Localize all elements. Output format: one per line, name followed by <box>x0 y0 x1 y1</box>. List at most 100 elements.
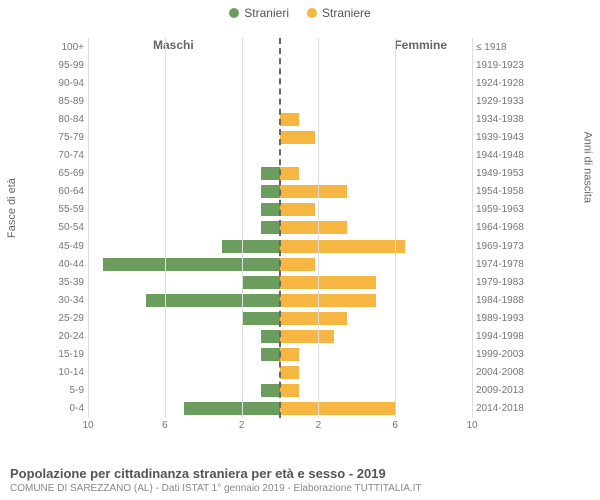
chart-row: 100+≤ 1918 <box>48 38 532 56</box>
y-axis-label-right: Anni di nascita <box>582 131 594 203</box>
age-label: 0-4 <box>48 403 88 414</box>
bar-female <box>280 240 405 253</box>
bar-pair <box>88 346 472 364</box>
chart-row: 45-491969-1973 <box>48 237 532 255</box>
bar-pair <box>88 364 472 382</box>
chart-row: 20-24 1994-1998 <box>48 328 532 346</box>
bar-female <box>280 366 299 379</box>
bar-female <box>280 330 334 343</box>
age-label: 40-44 <box>48 259 88 270</box>
chart-title: Popolazione per cittadinanza straniera p… <box>10 466 590 481</box>
bar-female <box>280 384 299 397</box>
bar-male <box>103 258 280 271</box>
swatch-female <box>307 8 317 18</box>
bar-male <box>261 221 280 234</box>
birth-label: 1949-1953 <box>472 168 532 179</box>
bar-pair <box>88 201 472 219</box>
age-label: 85-89 <box>48 96 88 107</box>
birth-label: 1999-2003 <box>472 349 532 360</box>
age-label: 30-34 <box>48 295 88 306</box>
bar-female <box>280 131 315 144</box>
x-tick: 2 <box>316 420 322 431</box>
age-label: 80-84 <box>48 114 88 125</box>
legend-label-female: Straniere <box>322 6 371 20</box>
chart-row: 70-741944-1948 <box>48 147 532 165</box>
chart-row: 60-64 1954-1958 <box>48 183 532 201</box>
bar-male <box>261 330 280 343</box>
birth-label: 1934-1938 <box>472 114 532 125</box>
chart-row: 80-84 1934-1938 <box>48 110 532 128</box>
bar-pair <box>88 92 472 110</box>
birth-label: 2009-2013 <box>472 385 532 396</box>
bar-male <box>184 402 280 415</box>
birth-label: 1969-1973 <box>472 241 532 252</box>
birth-label: 1964-1968 <box>472 222 532 233</box>
birth-label: 1924-1928 <box>472 78 532 89</box>
bar-pair <box>88 38 472 56</box>
bar-male <box>261 203 280 216</box>
age-label: 75-79 <box>48 132 88 143</box>
chart-row: 5-9 2009-2013 <box>48 382 532 400</box>
bar-female <box>280 276 376 289</box>
chart-row: 25-291989-1993 <box>48 309 532 327</box>
bar-pair <box>88 382 472 400</box>
chart-row: 75-79 1939-1943 <box>48 128 532 146</box>
age-label: 100+ <box>48 42 88 53</box>
chart-subtitle: COMUNE DI SAREZZANO (AL) - Dati ISTAT 1°… <box>10 483 590 494</box>
legend-label-male: Stranieri <box>244 6 289 20</box>
bar-male <box>261 167 280 180</box>
birth-label: 1954-1958 <box>472 186 532 197</box>
bar-male <box>261 384 280 397</box>
bar-pair <box>88 255 472 273</box>
bar-pair <box>88 183 472 201</box>
chart-row: 35-39 1979-1983 <box>48 273 532 291</box>
bar-pair <box>88 165 472 183</box>
plot-area: 100+≤ 191895-991919-1923 90-94 1924-1928 85… <box>48 38 532 418</box>
bar-pair <box>88 328 472 346</box>
chart-row: 15-191999-2003 <box>48 346 532 364</box>
swatch-male <box>229 8 239 18</box>
age-label: 65-69 <box>48 168 88 179</box>
age-label: 90-94 <box>48 78 88 89</box>
birth-label: 1939-1943 <box>472 132 532 143</box>
birth-label: 1919-1923 <box>472 60 532 71</box>
x-tick: 6 <box>162 420 168 431</box>
age-label: 60-64 <box>48 186 88 197</box>
chart-row: 95-991919-1923 <box>48 56 532 74</box>
bar-female <box>280 167 299 180</box>
age-label: 20-24 <box>48 331 88 342</box>
age-label: 70-74 <box>48 150 88 161</box>
bar-male <box>261 185 280 198</box>
x-tick: 2 <box>239 420 245 431</box>
age-label: 25-29 <box>48 313 88 324</box>
bar-pair <box>88 291 472 309</box>
bar-female <box>280 258 315 271</box>
bar-pair <box>88 56 472 74</box>
bar-female <box>280 221 347 234</box>
birth-label: 1994-1998 <box>472 331 532 342</box>
bar-male <box>222 240 280 253</box>
bar-pair <box>88 74 472 92</box>
bar-female <box>280 203 315 216</box>
age-label: 10-14 <box>48 367 88 378</box>
legend-item-female: Straniere <box>307 6 371 20</box>
birth-label: 1979-1983 <box>472 277 532 288</box>
chart-row: 30-341984-1988 <box>48 291 532 309</box>
bar-female <box>280 402 395 415</box>
chart-row: 85-89 1929-1933 <box>48 92 532 110</box>
chart-row: 90-94 1924-1928 <box>48 74 532 92</box>
bar-female <box>280 113 299 126</box>
x-tick: 10 <box>466 420 477 431</box>
x-tick: 10 <box>82 420 93 431</box>
chart-row: 0-4 2014-2018 <box>48 400 532 418</box>
birth-label: 1959-1963 <box>472 204 532 215</box>
birth-label: 2014-2018 <box>472 403 532 414</box>
bar-pair <box>88 219 472 237</box>
birth-label: 1929-1933 <box>472 96 532 107</box>
bar-pair <box>88 273 472 291</box>
age-label: 5-9 <box>48 385 88 396</box>
bar-male <box>146 294 280 307</box>
age-label: 35-39 <box>48 277 88 288</box>
x-tick: 6 <box>392 420 398 431</box>
legend-item-male: Stranieri <box>229 6 289 20</box>
